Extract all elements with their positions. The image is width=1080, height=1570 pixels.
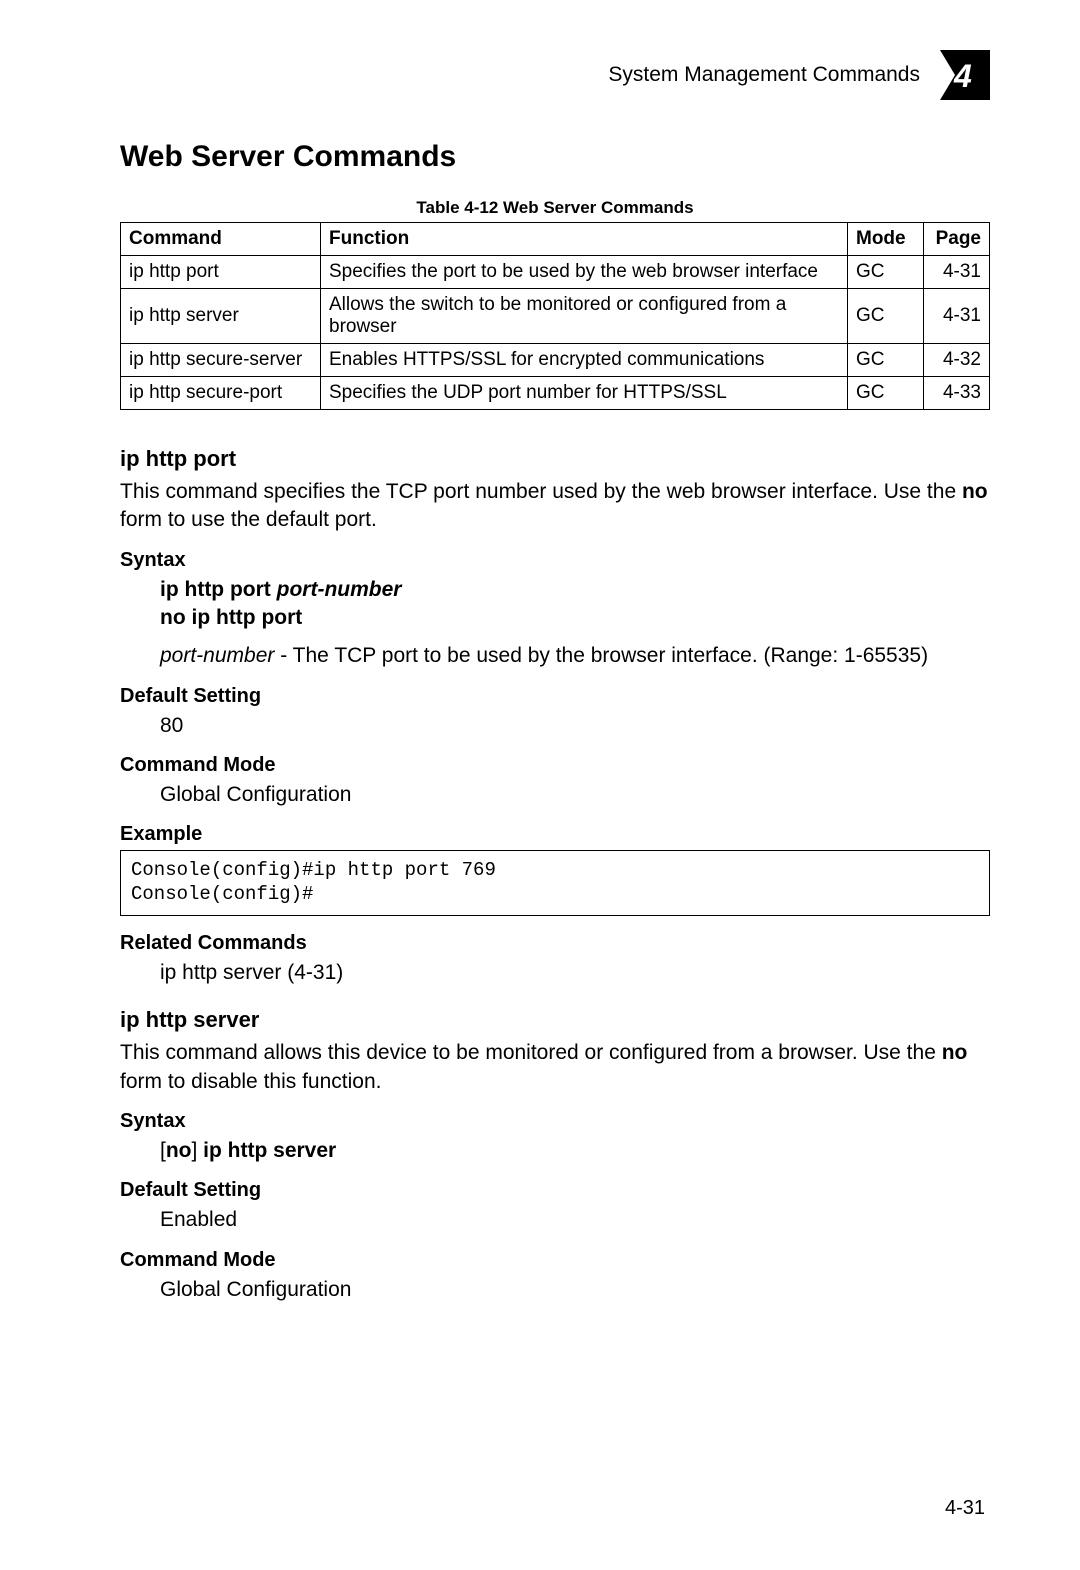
default-value: 80 xyxy=(160,712,990,740)
related-value: ip http server (4-31) xyxy=(160,959,990,987)
table-caption: Table 4-12 Web Server Commands xyxy=(120,198,990,218)
page-header: System Management Commands 4 xyxy=(120,50,990,100)
chapter-badge: 4 xyxy=(940,50,990,100)
page-title: Web Server Commands xyxy=(120,140,990,174)
table-header-row: Command Function Mode Page xyxy=(121,223,990,256)
table-row: ip http secure-server Enables HTTPS/SSL … xyxy=(121,344,990,377)
col-page: Page xyxy=(924,223,990,256)
mode-value: Global Configuration xyxy=(160,781,990,809)
command-heading: ip http port xyxy=(120,446,990,472)
mode-label: Command Mode xyxy=(120,754,990,777)
table-row: ip http secure-port Specifies the UDP po… xyxy=(121,377,990,410)
table-row: ip http server Allows the switch to be m… xyxy=(121,289,990,344)
mode-label: Command Mode xyxy=(120,1249,990,1272)
table-row: ip http port Specifies the port to be us… xyxy=(121,256,990,289)
col-command: Command xyxy=(121,223,321,256)
default-value: Enabled xyxy=(160,1206,990,1234)
commands-table: Command Function Mode Page ip http port … xyxy=(120,222,990,410)
page-number: 4-31 xyxy=(945,1497,985,1520)
default-label: Default Setting xyxy=(120,1179,990,1202)
mode-value: Global Configuration xyxy=(160,1276,990,1304)
syntax-label: Syntax xyxy=(120,1110,990,1133)
syntax-label: Syntax xyxy=(120,549,990,572)
command-description: This command specifies the TCP port numb… xyxy=(120,478,990,535)
example-code: Console(config)#ip http port 769 Console… xyxy=(120,850,990,916)
syntax-block: ip http port port-number no ip http port xyxy=(160,576,990,633)
col-function: Function xyxy=(321,223,848,256)
col-mode: Mode xyxy=(848,223,924,256)
related-label: Related Commands xyxy=(120,932,990,955)
example-label: Example xyxy=(120,823,990,846)
command-description: This command allows this device to be mo… xyxy=(120,1039,990,1096)
syntax-block: [no] ip http server xyxy=(160,1137,990,1165)
default-label: Default Setting xyxy=(120,685,990,708)
param-description: port-number - The TCP port to be used by… xyxy=(160,642,990,670)
chapter-number: 4 xyxy=(954,58,972,95)
command-heading: ip http server xyxy=(120,1007,990,1033)
chapter-label: System Management Commands xyxy=(608,63,920,87)
